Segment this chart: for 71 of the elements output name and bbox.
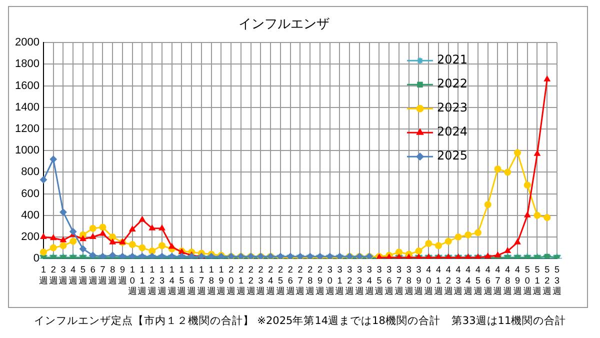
y-tick-label: 2000: [14, 36, 40, 49]
x-tick-label: 5週: [78, 264, 88, 286]
x-tick-label: 35週: [374, 264, 384, 296]
x-tick-label: 9週: [118, 264, 127, 286]
x-tick-label: 44週: [464, 264, 473, 296]
x-tick-label: 42週: [444, 264, 453, 296]
x-tick-label: 4週: [68, 264, 78, 286]
x-tick-label: 37週: [394, 264, 404, 296]
x-tick-label: 18週: [206, 264, 216, 296]
x-tick-label: 3週: [58, 264, 68, 286]
x-tick-label: 36週: [384, 264, 394, 296]
x-tick-label: 33週: [354, 264, 364, 296]
x-tick-label: 39週: [414, 264, 424, 296]
x-tick-label: 22週: [246, 264, 256, 296]
y-tick-label: 200: [21, 231, 40, 244]
y-tick-label: 800: [21, 166, 40, 178]
x-tick-label: 31週: [335, 264, 344, 296]
x-tick-label: 12週: [148, 264, 157, 296]
legend-label: 2023: [437, 100, 468, 115]
x-tick-label: 50週: [522, 264, 532, 296]
x-tick-label: 19週: [216, 264, 226, 296]
y-tick-label: 600: [21, 188, 40, 200]
x-tick-label: 38週: [404, 264, 414, 296]
x-tick-label: 45週: [473, 264, 482, 296]
x-tick-label: 53週: [552, 264, 562, 296]
text: インフルエンザ定点【市内１２機関の合計】 ※2025年第14週までは18機関の合計 第33週は11機関の合計: [32, 314, 568, 328]
y-tick-label: 400: [21, 209, 40, 222]
x-tick-label: 29週: [315, 264, 324, 296]
x-tick-label: 34週: [364, 264, 374, 296]
x-tick-label: 16週: [187, 264, 196, 296]
x-tick-label: 11週: [138, 264, 147, 296]
x-tick-label: 10週: [128, 264, 137, 296]
x-tick-label: 6週: [88, 264, 98, 286]
x-tick-label: 43週: [454, 264, 463, 296]
x-tick-label: 30週: [325, 264, 334, 296]
x-tick-label: 23週: [256, 264, 266, 296]
x-tick-label: 51週: [532, 264, 542, 296]
y-tick-label: 1000: [14, 144, 40, 157]
x-tick-label: 26週: [286, 264, 295, 296]
x-tick-label: 13週: [157, 264, 166, 296]
x-tick-label: 46週: [483, 264, 492, 296]
x-tick-label: 40週: [424, 264, 434, 296]
x-tick-label: 7週: [98, 264, 108, 286]
x-tick-label: 52週: [542, 264, 552, 296]
x-tick-label: 8週: [108, 264, 118, 286]
x-tick-label: 14週: [167, 264, 176, 296]
x-tick-label: 24週: [266, 264, 276, 296]
x-tick-label: 20週: [226, 264, 236, 296]
y-tick-label: 1800: [14, 58, 40, 70]
x-tick-label: 1週: [38, 264, 48, 286]
x-tick-label: 28週: [306, 264, 315, 296]
legend-label: 2022: [437, 76, 468, 91]
y-tick-label: 1200: [14, 123, 40, 136]
y-tick-label: 1600: [14, 80, 40, 92]
x-tick-label: 49週: [513, 264, 522, 296]
x-tick-label: 15週: [177, 264, 186, 296]
x-tick-label: 32週: [345, 264, 354, 296]
y-tick-label: 1400: [14, 101, 40, 114]
legend-label: 2024: [437, 124, 468, 139]
x-tick-label: 2週: [48, 264, 58, 286]
x-tick-label: 41週: [434, 264, 443, 296]
x-tick-label: 48週: [503, 264, 512, 296]
x-tick-label: 17週: [196, 264, 206, 296]
legend-label: 2025: [437, 148, 468, 163]
x-tick-label: 21週: [236, 264, 246, 296]
x-tick-label: 25週: [276, 264, 285, 296]
legend-label: 2021: [437, 52, 468, 67]
x-tick-label: 27週: [296, 264, 305, 296]
y-tick-label: 0: [33, 252, 40, 265]
x-tick-label: 47週: [493, 264, 502, 296]
chart-title: インフルエンザ: [238, 17, 330, 32]
